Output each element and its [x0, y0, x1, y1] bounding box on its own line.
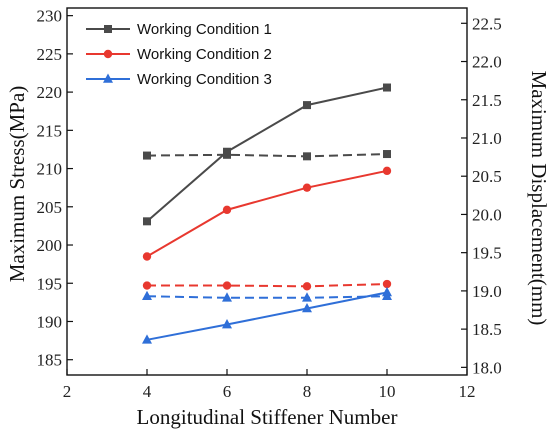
displacement-point — [142, 290, 152, 301]
stress-line — [146, 291, 388, 341]
displacement-line — [147, 283, 388, 288]
stress-point — [142, 252, 152, 261]
left-y-tick-label: 210 — [37, 160, 63, 179]
stress-point — [302, 183, 312, 192]
displacement-point — [302, 292, 312, 302]
series-group — [143, 83, 391, 226]
displacement-point — [222, 292, 232, 302]
displacement-point — [382, 290, 392, 301]
left-y-axis-title: Maximum Stress(MPa) — [5, 86, 29, 283]
x-tick-label: 8 — [303, 382, 312, 401]
right-y-tick-label: 18.0 — [472, 358, 502, 377]
displacement-line — [146, 153, 388, 158]
plot-border — [66, 7, 468, 376]
right-y-axis-title: Maximum Displacement(mm) — [527, 71, 550, 326]
right-y-tick-label: 19.0 — [472, 282, 502, 301]
legend-marker — [104, 25, 112, 33]
x-tick-label: 12 — [459, 382, 476, 401]
displacement-point — [222, 281, 232, 290]
displacement-point — [382, 279, 392, 289]
stress-point — [142, 334, 152, 344]
plot-frame — [66, 7, 468, 376]
right-y-tick-label: 19.5 — [472, 244, 502, 263]
x-tick-label: 10 — [379, 382, 396, 401]
legend: Working Condition 1 Working Condition 2 Wo… — [86, 21, 272, 88]
displacement-point — [142, 281, 152, 290]
stress-line — [146, 86, 388, 223]
left-y-tick-label: 185 — [37, 351, 63, 370]
left-y-tick-label: 200 — [37, 236, 63, 255]
x-tick-label: 6 — [223, 382, 232, 401]
legend-label: Working Condition 2 — [137, 46, 272, 63]
tick-layer: 2 4 6 8 10 12 185 190 195 200 205 210 215 220 225 230 18… — [37, 7, 502, 401]
stress-point — [222, 205, 232, 215]
series-group — [142, 166, 392, 291]
stress-point — [143, 217, 151, 226]
x-tick-label: 4 — [143, 382, 152, 401]
series-group — [142, 286, 392, 344]
displacement-point — [383, 150, 391, 159]
displacement-point — [223, 150, 231, 159]
stress-point — [382, 166, 392, 176]
right-y-tick-label: 18.5 — [472, 320, 502, 339]
stress-point — [302, 302, 312, 313]
right-y-tick-label: 20.5 — [472, 167, 502, 186]
x-tick-label: 2 — [63, 382, 72, 401]
left-y-tick-label: 195 — [37, 274, 63, 293]
left-y-tick-label: 215 — [37, 121, 63, 140]
stress-line — [146, 169, 388, 258]
series-layer — [142, 83, 392, 344]
right-y-tick-label: 20.0 — [472, 205, 502, 224]
right-y-tick-label: 22.0 — [472, 53, 502, 72]
displacement-point — [302, 282, 312, 291]
x-axis-title: Longitudinal Stiffener Number — [137, 405, 398, 429]
displacement-point — [303, 152, 311, 161]
left-y-tick-label: 205 — [37, 198, 63, 217]
stress-point — [383, 83, 391, 92]
right-y-tick-label: 22.5 — [472, 14, 502, 33]
right-y-tick-label: 21.5 — [472, 91, 502, 110]
stress-point — [303, 101, 311, 110]
right-y-tick-label: 21.0 — [472, 129, 502, 148]
displacement-point — [143, 151, 151, 160]
left-y-tick-label: 230 — [37, 7, 63, 26]
displacement-line — [146, 295, 388, 299]
stress-point — [222, 319, 232, 329]
left-y-tick-label: 220 — [37, 83, 63, 102]
left-y-tick-label: 225 — [37, 45, 63, 64]
legend-marker — [103, 49, 113, 59]
legend-label: Working Condition 1 — [137, 21, 272, 38]
left-y-tick-label: 190 — [37, 312, 63, 331]
legend-marker — [103, 73, 113, 83]
legend-label: Working Condition 3 — [137, 71, 272, 88]
